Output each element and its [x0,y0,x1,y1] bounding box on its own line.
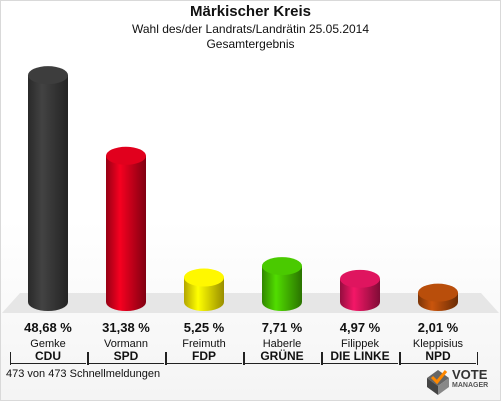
data-label: 7,71 % [261,320,303,335]
category-bracket [322,352,400,365]
bar-top [106,146,146,165]
party-tick-label: SPD [88,349,164,364]
data-label: 48,68 % [24,320,72,335]
candidate-name: Kleppisius [412,338,464,350]
category-bracket [244,352,322,365]
candidate-name: Freimuth [182,338,226,350]
bar-fdp [184,268,224,311]
logo-word: VOTE [452,367,488,382]
party-tick-label: CDU [10,349,86,364]
bar-top [262,257,302,276]
party-tick-label: FDP [166,349,242,364]
party-tick-label: DIE LINKE [322,349,398,364]
bar-top [340,269,380,288]
bar-cdu [28,66,68,311]
logo-subword: MANAGER [452,382,489,389]
candidate-name: Gemke [30,338,66,350]
vote-manager-logo: VOTE MANAGER [424,366,496,396]
candidate-name: Filippek [341,338,379,350]
bar-top [418,283,458,302]
bar-top [184,268,224,287]
bar-body [262,266,302,311]
bar-body [106,155,146,311]
data-label: 2,01 % [417,320,459,335]
party-tick-label: NPD [400,349,476,364]
bar-die-linke [340,269,380,311]
chart-subtitle-result: Gesamtergebnis [206,37,295,51]
bar-spd [106,146,146,311]
chart-subtitle: Wahl des/der Landrats/Landrätin 25.05.20… [131,22,370,36]
category-bracket [400,352,478,365]
candidate-name: Haberle [262,338,302,350]
bar-grüne [262,257,302,311]
bar-body [340,278,380,311]
data-label: 4,97 % [339,320,381,335]
bar-body [28,75,68,311]
reporting-status: 473 von 473 Schnellmeldungen [6,368,161,380]
category-bracket [88,352,166,365]
bar-npd [418,283,458,311]
data-label: 5,25 % [183,320,225,335]
chart-title: Märkischer Kreis [190,3,311,20]
checkmark-ballot-icon [427,370,449,395]
party-tick-label: GRÜNE [244,349,320,364]
data-label: 31,38 % [102,320,150,335]
candidate-name: Vormann [103,338,149,350]
category-bracket [10,352,88,365]
bar-top [28,66,68,85]
bar-body [184,277,224,311]
category-bracket [166,352,244,365]
